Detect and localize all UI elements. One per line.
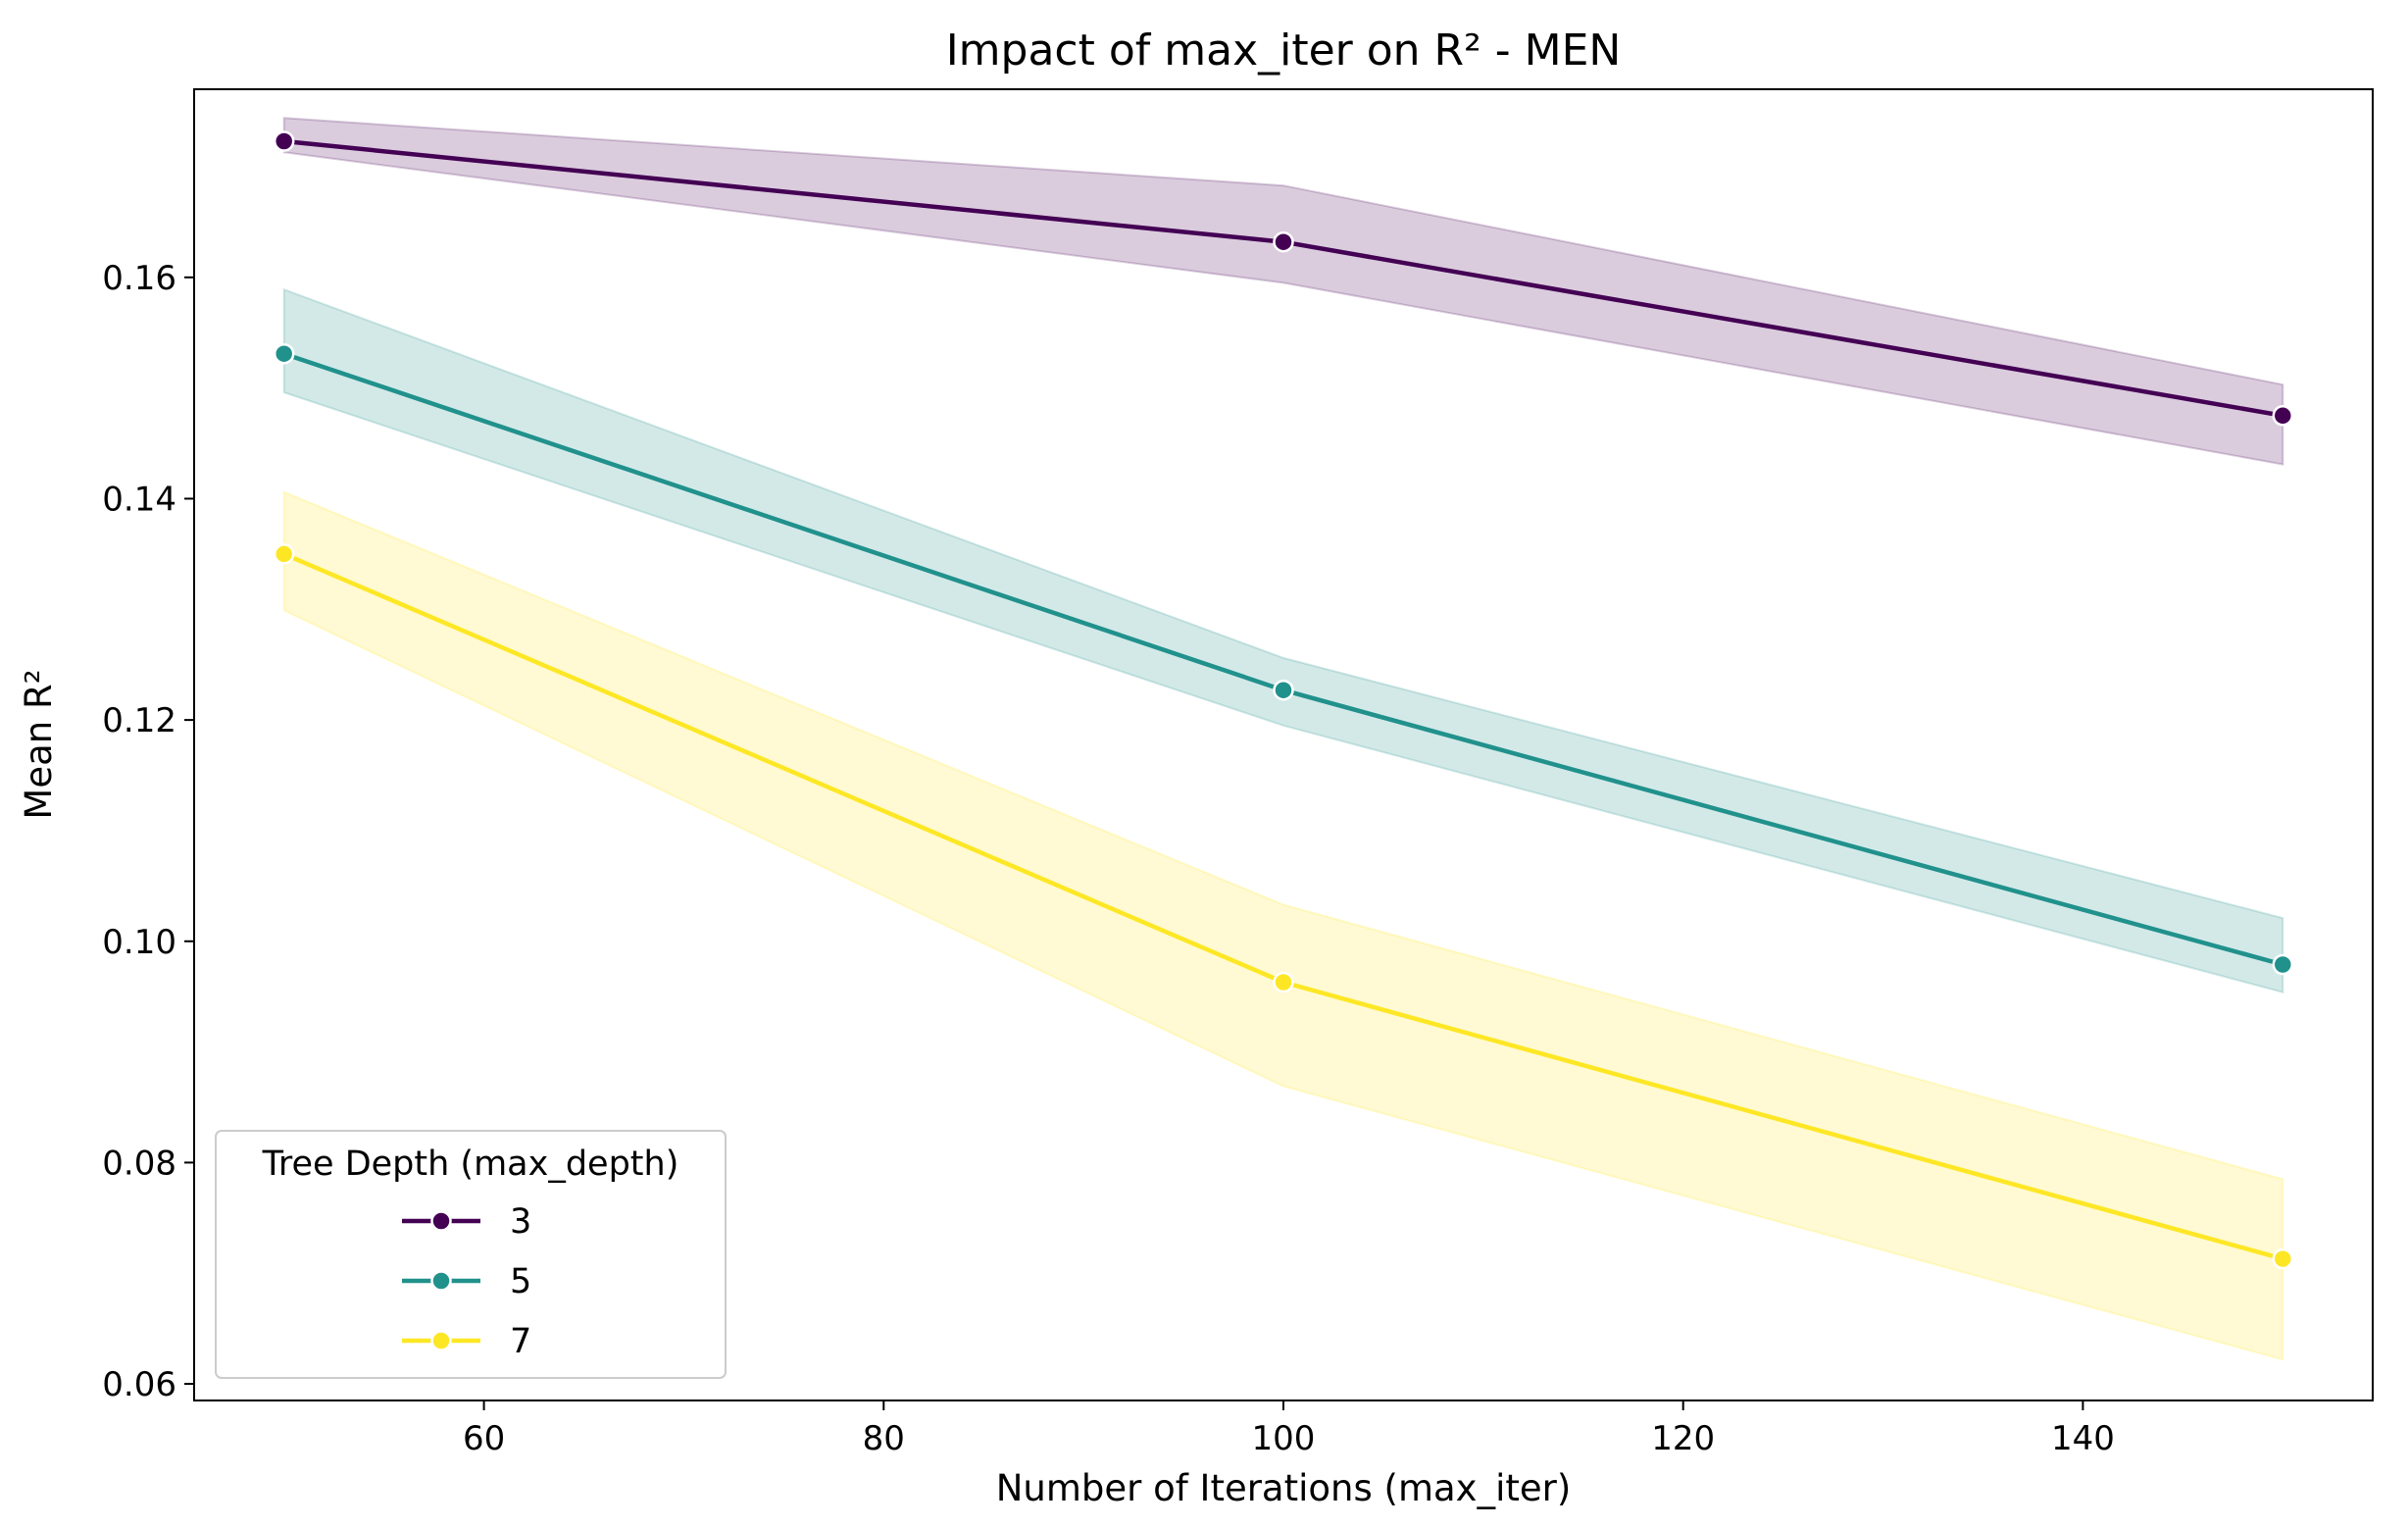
y-tick-label-0.14: 0.14 — [102, 480, 176, 519]
confidence-bands — [282, 117, 2284, 1361]
x-axis-ticks: 60 80 100 120 140 — [463, 1400, 2115, 1458]
ci-band-depth-5 — [282, 287, 2284, 994]
legend-label-depth-7: 7 — [510, 1322, 531, 1361]
series-markers — [273, 130, 2294, 1270]
ci-band-depth-3 — [282, 117, 2284, 466]
y-tick-label-0.06: 0.06 — [102, 1365, 176, 1404]
x-tick-label-100: 100 — [1252, 1419, 1316, 1458]
x-tick-label-140: 140 — [2051, 1419, 2115, 1458]
point-depth-5-iter-50 — [273, 342, 295, 365]
ci-band-depth-7 — [282, 490, 2284, 1361]
y-axis-label: Mean R² — [18, 669, 60, 819]
x-tick-label-80: 80 — [863, 1419, 905, 1458]
chart-title: Impact of max_iter on R² - MEN — [946, 25, 1622, 76]
point-depth-7-iter-150 — [2272, 1247, 2294, 1270]
legend: Tree Depth (max_depth) 3 5 7 — [215, 1130, 727, 1379]
y-tick-label-0.12: 0.12 — [102, 701, 176, 740]
x-tick-label-60: 60 — [463, 1419, 505, 1458]
y-tick-label-0.08: 0.08 — [102, 1144, 176, 1183]
y-tick-label-0.16: 0.16 — [102, 259, 176, 298]
y-tick-label-0.1: 0.10 — [102, 923, 176, 962]
legend-label-depth-3: 3 — [510, 1202, 531, 1242]
point-depth-7-iter-50 — [273, 543, 295, 565]
point-depth-5-iter-100 — [1273, 679, 1294, 701]
legend-label-depth-5: 5 — [510, 1262, 531, 1301]
y-axis-ticks: 0.06 0.08 0.10 0.12 0.14 0.16 — [102, 259, 194, 1404]
point-depth-5-iter-150 — [2272, 953, 2294, 976]
point-depth-7-iter-100 — [1273, 971, 1294, 993]
x-tick-label-120: 120 — [1651, 1419, 1715, 1458]
x-axis-label: Number of Iterations (max_iter) — [996, 1467, 1572, 1509]
legend-marker-depth-3 — [430, 1210, 452, 1232]
legend-title: Tree Depth (max_depth) — [262, 1145, 679, 1184]
point-depth-3-iter-100 — [1273, 230, 1294, 253]
legend-items: 3 5 7 — [402, 1202, 531, 1361]
point-depth-3-iter-50 — [273, 130, 295, 152]
point-depth-3-iter-150 — [2272, 405, 2294, 427]
legend-marker-depth-7 — [430, 1330, 452, 1351]
legend-box — [215, 1130, 727, 1379]
legend-marker-depth-5 — [430, 1270, 452, 1292]
